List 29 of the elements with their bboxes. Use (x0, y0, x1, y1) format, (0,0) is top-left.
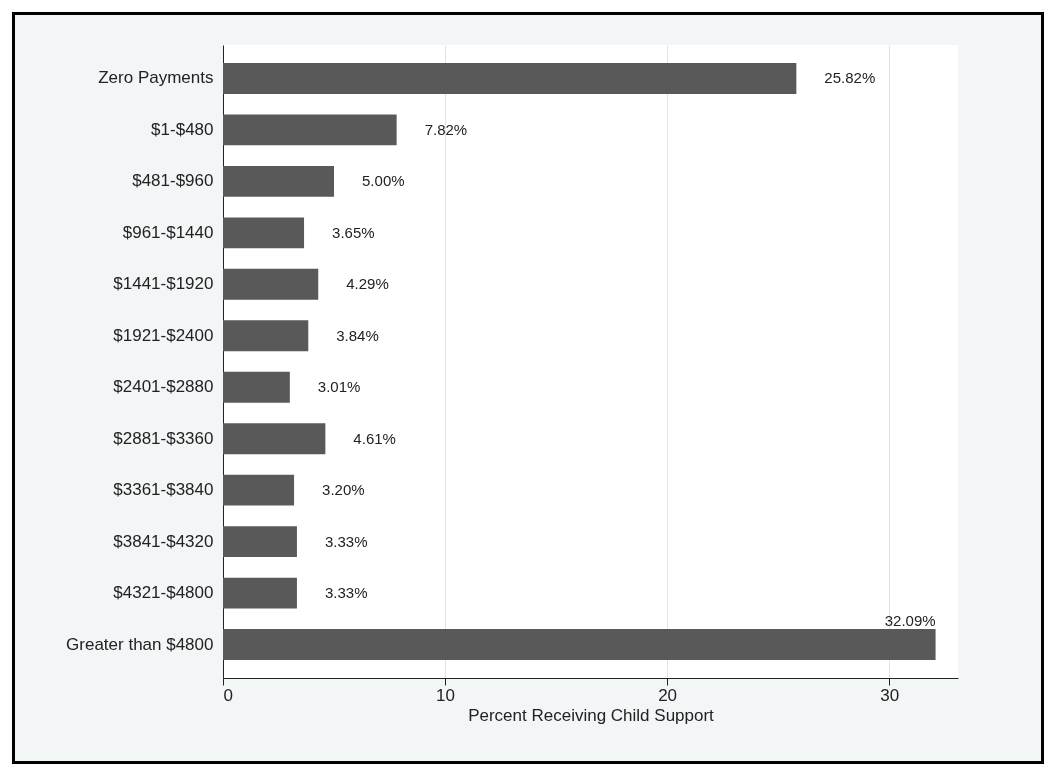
data-label: 3.33% (324, 532, 368, 550)
y-tick-label: $4321-$4800 (113, 583, 214, 603)
y-tick-label: $1441-$1920 (113, 274, 214, 294)
y-tick-label: $961-$1440 (122, 222, 214, 242)
y-tick-label: Greater than $4800 (66, 634, 214, 654)
data-label: 32.09% (884, 611, 936, 629)
y-tick-label: $1921-$2400 (113, 325, 214, 345)
data-label: 4.61% (353, 429, 396, 447)
data-label: 7.82% (424, 120, 468, 138)
y-tick-label: $3361-$3840 (113, 480, 214, 500)
data-label: 3.84% (336, 326, 379, 344)
x-axis-title: Percent Receiving Child Support (468, 705, 715, 725)
data-label: 3.33% (324, 584, 368, 602)
data-label: 3.65% (332, 223, 375, 241)
data-label: 3.20% (322, 481, 365, 499)
data-label: 5.00% (362, 172, 405, 190)
y-tick-label: Zero Payments (98, 68, 214, 88)
y-tick-label: $1-$480 (151, 119, 214, 139)
x-tick-label: 20 (658, 685, 678, 705)
data-label: 25.82% (824, 69, 876, 87)
y-tick-label: $2401-$2880 (113, 377, 214, 397)
x-tick-label: 10 (436, 685, 456, 705)
x-tick-label: 0 (223, 685, 233, 705)
y-tick-label: $2881-$3360 (113, 428, 214, 448)
x-tick-label: 30 (880, 685, 900, 705)
y-tick-label: $3841-$4320 (113, 531, 214, 551)
data-label: 3.01% (317, 378, 361, 396)
y-tick-label: $481-$960 (132, 171, 214, 191)
data-label: 4.29% (346, 275, 389, 293)
